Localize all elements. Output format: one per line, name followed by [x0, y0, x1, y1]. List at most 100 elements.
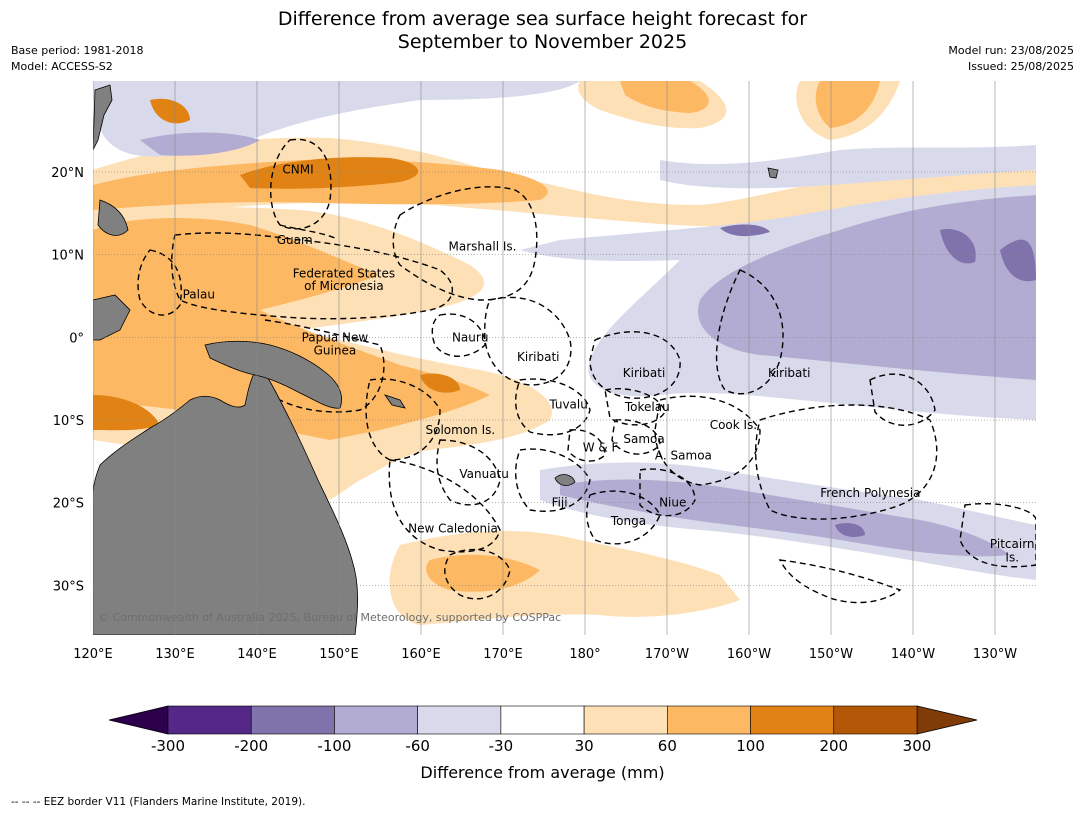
lon-tick-label: 160°W [727, 647, 771, 662]
place-label: Vanuatu [459, 467, 509, 481]
colorbar-bin [334, 705, 418, 735]
eez-cook [654, 395, 761, 486]
eez-vanuatu [436, 439, 501, 506]
model-run: Model run: 23/08/2025 [948, 44, 1074, 57]
positive-anomaly-south [389, 530, 740, 625]
colorbar-bin [500, 705, 585, 735]
lon-tick-label: 130°W [973, 647, 1017, 662]
eez-kiribati-phoenix [589, 331, 681, 399]
eez-tonga [586, 490, 661, 545]
place-label: Kiribati [517, 350, 559, 364]
colorbar-bin [417, 705, 502, 735]
eez-marshall [392, 186, 538, 301]
colorbar-tick-label: 300 [903, 737, 932, 755]
colorbar-bin [167, 705, 252, 735]
lon-tick-label: 170°E [483, 647, 523, 662]
colorbar-tick-label: 60 [658, 737, 677, 755]
positive-anomaly-strong-north [240, 157, 419, 189]
colorbar-over-arrow [916, 705, 978, 735]
eez-wf [567, 429, 606, 462]
philippines-south-land [97, 199, 129, 236]
colorbar-bin [667, 705, 751, 735]
title-line-1: Difference from average sea surface heig… [277, 8, 808, 30]
place-label: Tokelau [624, 400, 670, 414]
colorbar-tick-label: 30 [575, 737, 594, 755]
negative-anomaly-strong-east2 [1000, 239, 1036, 282]
meta-left: Base period: 1981-2018 Model: ACCESS-S2 [11, 43, 143, 75]
negative-anomaly-north-medium [140, 132, 260, 156]
place-label: New Caledonia [408, 521, 498, 535]
place-label: of Micronesia [304, 279, 384, 293]
eez-frpoly [755, 404, 938, 520]
place-label: Papua New [302, 330, 369, 344]
anomaly-shading-medium [93, 81, 1036, 592]
eez-kiribati-line [715, 269, 784, 395]
colorbar-bin [833, 705, 918, 735]
issued-date: Issued: 25/08/2025 [967, 60, 1074, 73]
place-label: Tonga [610, 514, 646, 528]
eez-nauru [431, 313, 486, 357]
chart-title: Difference from average sea surface heig… [0, 8, 1085, 54]
copyright-notice: © Commonwealth of Australia 2025, Bureau… [98, 611, 561, 624]
positive-anomaly-strong-northwest [150, 98, 190, 124]
australia-land [93, 364, 359, 635]
colorbar-tick-label: -300 [151, 737, 185, 755]
lat-tick-label: 10°N [51, 249, 84, 264]
place-label: Guam [277, 233, 313, 247]
solomon-land [383, 394, 406, 409]
lon-tick-label: 140°E [237, 647, 277, 662]
hawaii-land [767, 167, 779, 179]
place-label: Nauru [452, 330, 488, 344]
place-label: Solomon Is. [426, 423, 496, 437]
land-masses [93, 84, 779, 635]
colorbar-tick-label: 200 [819, 737, 848, 755]
place-label: Fiji [552, 496, 568, 510]
place-label: CNMI [282, 162, 313, 176]
negative-anomaly-south-medium [560, 479, 1010, 557]
colorbar-title: Difference from average (mm) [420, 763, 664, 782]
lon-tick-label: 160°E [401, 647, 441, 662]
place-label: Niue [659, 496, 686, 510]
eez-tuvalu [514, 378, 591, 436]
place-label: Is. [1005, 550, 1019, 564]
positive-anomaly-strong-west [93, 395, 160, 431]
positive-anomaly-west-medium [93, 218, 490, 440]
eez-kiribati-gilbert [484, 296, 572, 386]
graticule [93, 81, 1036, 635]
eez-tokelau [604, 388, 666, 426]
lon-tick-label: 170°W [645, 647, 689, 662]
base-period: Base period: 1981-2018 [11, 44, 144, 57]
eez-fiji [515, 448, 591, 512]
lon-tick-label: 150°W [809, 647, 853, 662]
place-label: A. Samoa [655, 449, 712, 463]
eez-solomon [365, 378, 441, 461]
eez-samoa [611, 419, 661, 455]
place-label: French Polynesia [820, 486, 920, 500]
place-label: Marshall Is. [449, 239, 517, 253]
place-label: Pitcairn [990, 537, 1035, 551]
place-label: W & F [583, 440, 619, 454]
title-line-2: September to November 2025 [397, 31, 688, 53]
eez-footnote: -- -- -- EEZ border V11 (Flanders Marine… [11, 796, 306, 808]
borneo-sulawesi-land [93, 294, 131, 341]
new-guinea-land [204, 340, 342, 409]
eez-niue [639, 468, 696, 517]
colorbar-tick-label: -200 [234, 737, 268, 755]
colorbar: -300 -200 -100 -60 -30 30 60 100 200 300 Differenc… [108, 705, 978, 782]
place-label: Tuvalu [548, 397, 588, 411]
negative-anomaly-strong-south [835, 523, 865, 537]
eez-frpoly-south [869, 373, 936, 426]
philippines-land [93, 84, 113, 151]
place-label: Federated States [293, 267, 395, 281]
eez-guam [279, 224, 336, 239]
lat-tick-label: 20°S [53, 497, 84, 512]
colorbar-under-arrow [108, 705, 169, 735]
lat-tick-label: 30°S [53, 579, 84, 594]
lat-tick-label: 0° [69, 331, 84, 346]
lon-tick-label: 180° [569, 647, 600, 662]
new-zealand-hint-land [554, 474, 576, 486]
eez-pitcairn [959, 502, 1036, 568]
